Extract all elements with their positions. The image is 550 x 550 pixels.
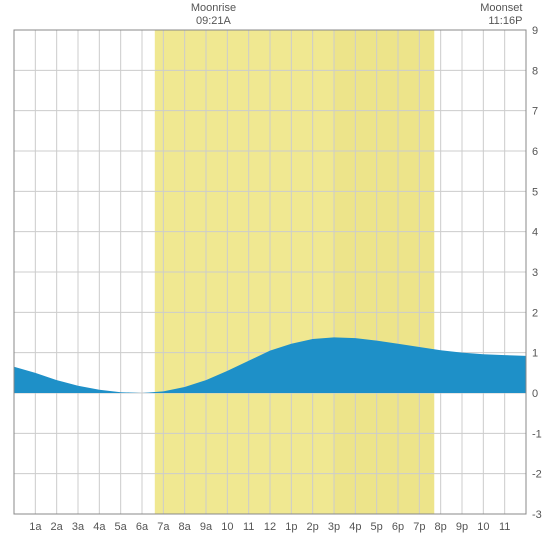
svg-text:-1: -1 xyxy=(532,428,542,440)
svg-text:-3: -3 xyxy=(532,509,542,521)
svg-text:0: 0 xyxy=(532,388,538,400)
svg-text:2: 2 xyxy=(532,307,538,319)
svg-text:10: 10 xyxy=(477,521,489,533)
svg-text:2a: 2a xyxy=(51,521,64,533)
svg-text:3a: 3a xyxy=(72,521,85,533)
svg-text:4: 4 xyxy=(532,227,538,239)
svg-text:1p: 1p xyxy=(285,521,297,533)
moonset-title: Moonset xyxy=(462,2,522,15)
svg-text:5p: 5p xyxy=(371,521,383,533)
svg-text:3: 3 xyxy=(532,267,538,279)
svg-text:9a: 9a xyxy=(200,521,213,533)
svg-text:11: 11 xyxy=(243,521,254,533)
svg-text:5: 5 xyxy=(532,186,538,198)
svg-text:6a: 6a xyxy=(136,521,149,533)
svg-text:6p: 6p xyxy=(392,521,404,533)
moonset-time: 11:16P xyxy=(462,15,522,28)
moonrise-label: Moonrise 09:21A xyxy=(183,2,243,28)
svg-text:9p: 9p xyxy=(456,521,468,533)
moonrise-title: Moonrise xyxy=(183,2,243,15)
svg-text:10: 10 xyxy=(221,521,233,533)
svg-text:4a: 4a xyxy=(93,521,106,533)
svg-text:8p: 8p xyxy=(435,521,447,533)
svg-text:2p: 2p xyxy=(307,521,319,533)
svg-text:1: 1 xyxy=(532,348,538,360)
svg-text:3p: 3p xyxy=(328,521,340,533)
svg-text:4p: 4p xyxy=(349,521,361,533)
svg-text:7p: 7p xyxy=(413,521,425,533)
svg-text:5a: 5a xyxy=(115,521,128,533)
svg-text:7a: 7a xyxy=(157,521,170,533)
tide-chart: Moonrise 09:21A Moonset 11:16P -3-2-1012… xyxy=(0,0,550,550)
svg-text:8: 8 xyxy=(532,65,538,77)
svg-text:7: 7 xyxy=(532,106,538,118)
moonset-label: Moonset 11:16P xyxy=(462,2,522,28)
svg-text:6: 6 xyxy=(532,146,538,158)
chart-svg: -3-2-101234567891a2a3a4a5a6a7a8a9a101112… xyxy=(0,0,550,550)
svg-text:8a: 8a xyxy=(179,521,192,533)
svg-text:9: 9 xyxy=(532,25,538,37)
svg-text:12: 12 xyxy=(264,521,276,533)
svg-text:-2: -2 xyxy=(532,469,542,481)
svg-text:1a: 1a xyxy=(29,521,42,533)
svg-text:11: 11 xyxy=(499,521,510,533)
moonrise-time: 09:21A xyxy=(183,15,243,28)
